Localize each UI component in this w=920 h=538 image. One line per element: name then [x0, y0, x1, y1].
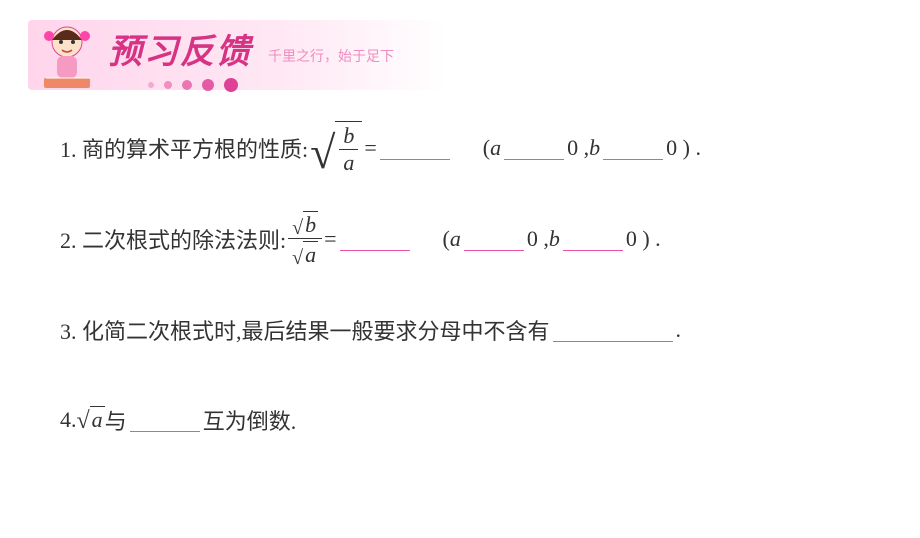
p1-paren-open: ( — [483, 135, 490, 161]
p1-frac-num: b — [339, 123, 358, 149]
p2-num-var: b — [303, 211, 318, 238]
p1-blank-b-cond — [603, 136, 663, 160]
problems-list: 1. 商的算术平方根的性质: √ b a = ( a 0 , b 0 ) . 2… — [60, 120, 880, 448]
p2-blank-result — [340, 227, 410, 251]
p4-prefix: 4. — [60, 407, 77, 433]
preview-feedback-header: 预习反馈 千里之行，始于足下 — [28, 20, 448, 90]
problem-1: 1. 商的算术平方根的性质: √ b a = ( a 0 , b 0 ) . — [60, 120, 880, 176]
p1-blank-result — [380, 136, 450, 160]
p4-blank — [130, 408, 200, 432]
p1-var-a: a — [490, 135, 501, 161]
sqrt-b-over-a: √ b a — [310, 121, 362, 176]
header-title: 预习反馈 — [108, 24, 252, 73]
sqrt-b-over-sqrt-a: √b √a — [288, 210, 322, 268]
p1-blank-a-cond — [504, 136, 564, 160]
p2-blank-b-cond — [563, 227, 623, 251]
header-dots — [148, 76, 248, 94]
p4-sqrt-var: a — [90, 406, 105, 433]
p1-equals: = — [364, 135, 376, 161]
p3-suffix: . — [676, 317, 682, 343]
p2-var-b: b — [549, 226, 560, 252]
p1-frac-den: a — [339, 149, 358, 176]
p2-blank-a-cond — [464, 227, 524, 251]
problem-4: 4. √ a 与 互为倒数. — [60, 392, 880, 448]
p4-suffix: 互为倒数. — [203, 404, 297, 436]
p2-mid1: 0 , — [527, 226, 549, 252]
p3-text: 3. 化简二次根式时,最后结果一般要求分母中不含有 — [60, 314, 550, 346]
p4-mid: 与 — [105, 404, 127, 436]
header-dot — [164, 81, 172, 89]
header-dot — [182, 80, 192, 90]
p3-blank — [553, 318, 673, 342]
p2-equals: = — [324, 226, 336, 252]
problem-2: 2. 二次根式的除法法则: √b √a = ( a 0 , b 0 ) . — [60, 210, 880, 268]
p2-var-a: a — [450, 226, 461, 252]
p2-den-var: a — [303, 241, 318, 268]
p1-mid1: 0 , — [567, 135, 589, 161]
mascot-girl-icon — [32, 20, 102, 95]
header-subtitle: 千里之行，始于足下 — [268, 46, 394, 66]
p2-prefix: 2. 二次根式的除法法则: — [60, 223, 286, 255]
p1-mid2: 0 ) . — [666, 135, 701, 161]
problem-3: 3. 化简二次根式时,最后结果一般要求分母中不含有 . — [60, 302, 880, 358]
p2-mid2: 0 ) . — [626, 226, 661, 252]
p2-paren-open: ( — [443, 226, 450, 252]
sqrt-a: √ a — [77, 406, 105, 433]
p1-prefix: 1. 商的算术平方根的性质: — [60, 132, 308, 164]
header-dot — [224, 78, 238, 92]
header-dot — [202, 79, 214, 91]
header-dot — [148, 82, 154, 88]
p1-var-b: b — [589, 135, 600, 161]
